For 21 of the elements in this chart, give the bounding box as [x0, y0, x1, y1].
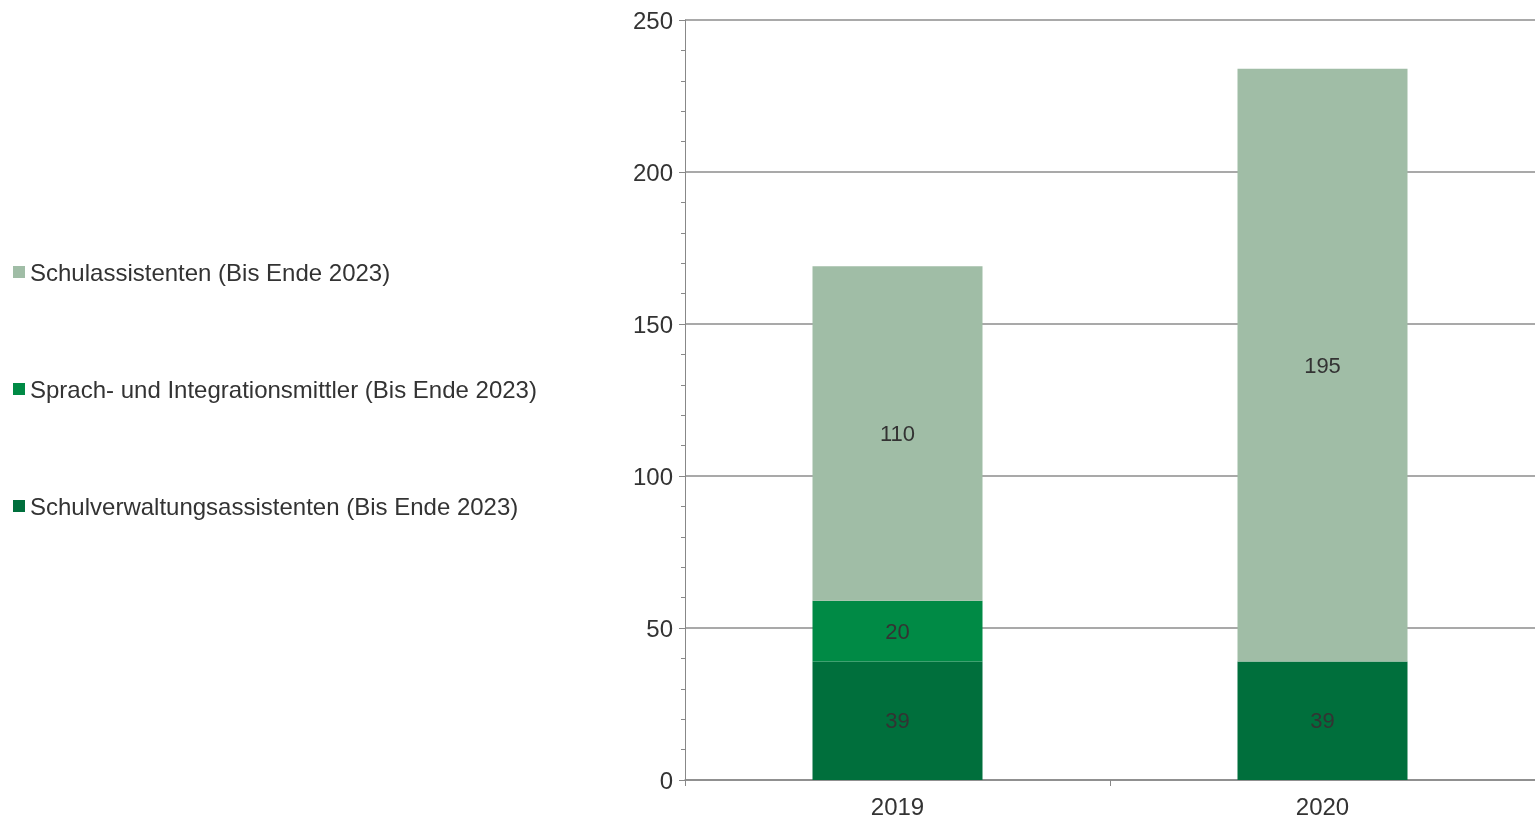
y-tick-label: 100 [632, 462, 673, 490]
y-tick-label: 150 [632, 310, 673, 338]
y-tick-label: 0 [659, 766, 673, 794]
data-label: 195 [1304, 352, 1341, 378]
data-label: 110 [879, 420, 916, 446]
x-tick-label: 2019 [870, 792, 925, 820]
data-label: 20 [885, 618, 910, 644]
x-tick-label: 2020 [1295, 792, 1350, 820]
bar [812, 266, 983, 601]
data-label: 39 [1310, 708, 1335, 734]
legend-label: Schulassistenten (Bis Ende 2023) [30, 258, 391, 286]
y-tick-label: 250 [632, 6, 673, 34]
bar [1237, 68, 1408, 662]
legend-label: Schulverwaltungsassistenten (Bis Ende 2023) [30, 492, 519, 520]
bar [812, 661, 983, 780]
bar [812, 600, 983, 662]
bar [1237, 661, 1408, 780]
y-tick-label: 200 [632, 158, 673, 186]
legend-label: Sprach- und Integrationsmittler (Bis Ende 2023) [30, 375, 537, 403]
data-label: 39 [885, 708, 910, 734]
y-tick-label: 50 [646, 614, 673, 642]
